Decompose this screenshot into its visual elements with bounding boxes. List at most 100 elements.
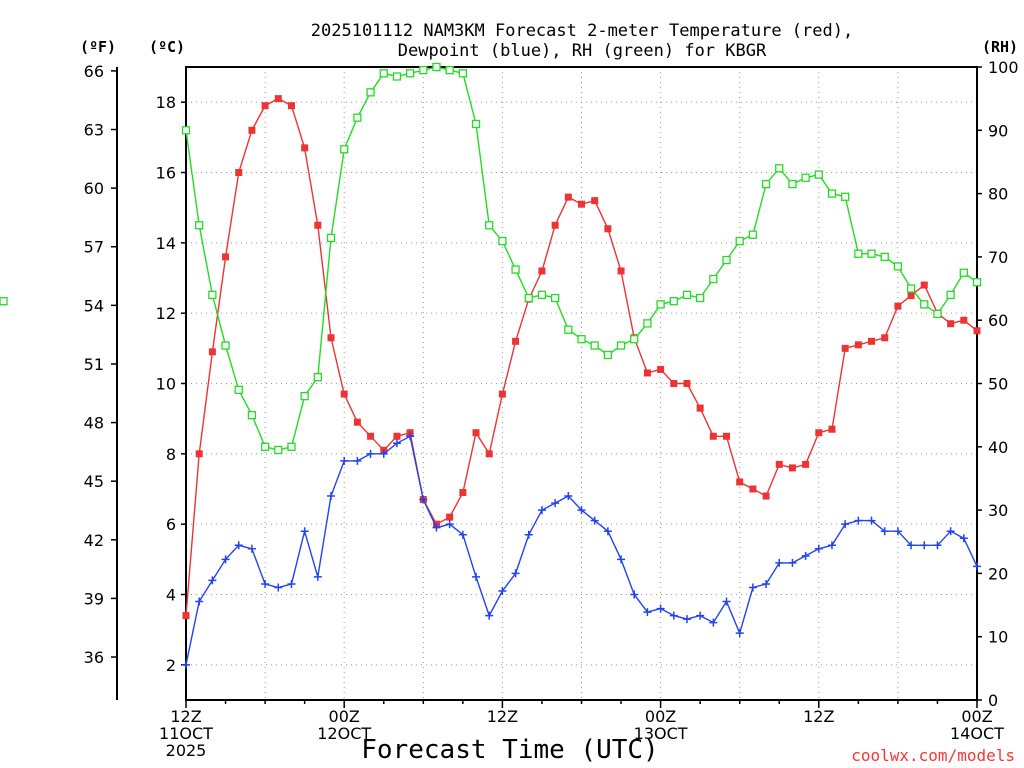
fahrenheit-tick-label: 36 bbox=[84, 648, 104, 667]
dewpoint-point bbox=[814, 544, 823, 553]
rh-tick-label: 100 bbox=[988, 58, 1019, 77]
dewpoint-point bbox=[327, 492, 336, 501]
chart-title-line2: Dewpoint (blue), RH (green) for KBGR bbox=[398, 41, 767, 61]
temperature-point bbox=[723, 432, 731, 440]
x-tick-label: 2025 bbox=[166, 741, 207, 760]
rh-point bbox=[0, 297, 8, 306]
rh-point bbox=[906, 284, 916, 293]
dewpoint-point bbox=[867, 516, 876, 525]
rh-tick-label: 70 bbox=[988, 248, 1008, 267]
fahrenheit-tick-label: 48 bbox=[84, 414, 104, 433]
fahrenheit-tick-label: 42 bbox=[84, 531, 104, 550]
rh-tick-label: 80 bbox=[988, 185, 1008, 204]
rh-point bbox=[419, 66, 428, 75]
temperature-point bbox=[947, 320, 955, 328]
rh-tick-label: 40 bbox=[988, 438, 1008, 457]
rh-point bbox=[445, 66, 454, 75]
temperature-point bbox=[498, 390, 506, 398]
x-tick-label: 13OCT bbox=[634, 724, 688, 743]
temperature-point bbox=[314, 221, 322, 229]
rh-tick-label: 20 bbox=[988, 564, 1008, 583]
rh-point bbox=[485, 221, 494, 230]
temperature-point bbox=[788, 464, 796, 472]
dewpoint-point bbox=[511, 569, 520, 578]
dewpoint-point bbox=[485, 611, 494, 620]
rh-point bbox=[247, 410, 257, 420]
temperature-point bbox=[709, 432, 717, 440]
temperature-point bbox=[670, 380, 678, 387]
dewpoint-point bbox=[300, 527, 309, 536]
dewpoint-point bbox=[946, 527, 955, 536]
rh-point bbox=[550, 293, 560, 303]
rh-point bbox=[854, 249, 863, 258]
rh-series bbox=[0, 62, 982, 455]
rh-point bbox=[814, 170, 823, 179]
series-layer bbox=[0, 62, 982, 669]
x-tick-label: 12Z bbox=[803, 707, 834, 726]
rh-point bbox=[880, 252, 889, 262]
temperature-point bbox=[749, 485, 757, 493]
dewpoint-point bbox=[261, 579, 270, 588]
rh-point bbox=[748, 230, 758, 239]
dewpoint-point bbox=[854, 516, 863, 525]
dewpoint-point bbox=[801, 551, 810, 560]
temperature-point bbox=[208, 348, 216, 356]
temperature-point bbox=[920, 281, 928, 289]
dewpoint-point bbox=[445, 520, 454, 529]
dewpoint-point bbox=[392, 439, 401, 448]
dewpoint-point bbox=[893, 527, 902, 536]
rh-point bbox=[392, 72, 402, 81]
dewpoint-point bbox=[353, 456, 362, 465]
rh-tick-label: 60 bbox=[988, 311, 1008, 330]
dewpoint-point bbox=[788, 558, 797, 567]
temperature-point bbox=[591, 197, 599, 205]
temperature-point bbox=[617, 267, 625, 275]
axes-layer: 36 39 42 45 48 51 54 57 60 63 66 2 4 6 8 10 12 14 16 18 0 10 2… bbox=[84, 58, 1019, 760]
rh-point bbox=[234, 385, 243, 394]
rh-point bbox=[498, 236, 507, 246]
temperature-point bbox=[538, 267, 546, 275]
fahrenheit-tick-label: 66 bbox=[84, 62, 104, 81]
rh-point bbox=[827, 189, 837, 198]
temperature-point bbox=[802, 460, 810, 468]
fahrenheit-tick-label: 51 bbox=[84, 355, 104, 374]
temperature-point bbox=[736, 478, 744, 486]
rh-point bbox=[946, 290, 955, 300]
temperature-point bbox=[775, 460, 783, 468]
dewpoint-point bbox=[458, 530, 467, 539]
temperature-point bbox=[274, 95, 282, 103]
dewpoint-point bbox=[973, 562, 981, 571]
temperature-point bbox=[327, 334, 335, 342]
rh-point bbox=[735, 236, 744, 246]
rh-point bbox=[920, 300, 929, 309]
fahrenheit-tick-label: 60 bbox=[84, 179, 104, 198]
rh-point bbox=[669, 297, 678, 306]
dewpoint-point bbox=[221, 555, 230, 564]
rh-point bbox=[630, 335, 639, 344]
temperature-point bbox=[222, 253, 230, 261]
temperature-point bbox=[696, 404, 704, 412]
rh-point bbox=[841, 192, 850, 201]
rh-point bbox=[696, 293, 705, 303]
dewpoint-point bbox=[603, 527, 612, 536]
dewpoint-point bbox=[762, 579, 771, 588]
rh-point bbox=[366, 88, 375, 97]
rh-point bbox=[300, 392, 309, 401]
rh-point bbox=[564, 325, 573, 334]
rh-point bbox=[788, 179, 797, 189]
dewpoint-point bbox=[577, 506, 586, 515]
x-tick-label: 11OCT bbox=[159, 724, 213, 743]
rh-point bbox=[274, 445, 283, 455]
x-tick-label: 00Z bbox=[329, 707, 360, 726]
temperature-point bbox=[564, 193, 572, 201]
rh-point bbox=[893, 262, 903, 271]
dewpoint-point bbox=[907, 541, 916, 550]
celsius-tick-label: 2 bbox=[166, 656, 176, 675]
temperature-point bbox=[643, 369, 651, 377]
temperature-point bbox=[472, 429, 480, 437]
dewpoint-point bbox=[419, 495, 428, 504]
temperature-point bbox=[512, 337, 520, 345]
temperature-point bbox=[828, 425, 836, 433]
dewpoint-point bbox=[880, 527, 889, 536]
rh-point bbox=[643, 319, 652, 328]
